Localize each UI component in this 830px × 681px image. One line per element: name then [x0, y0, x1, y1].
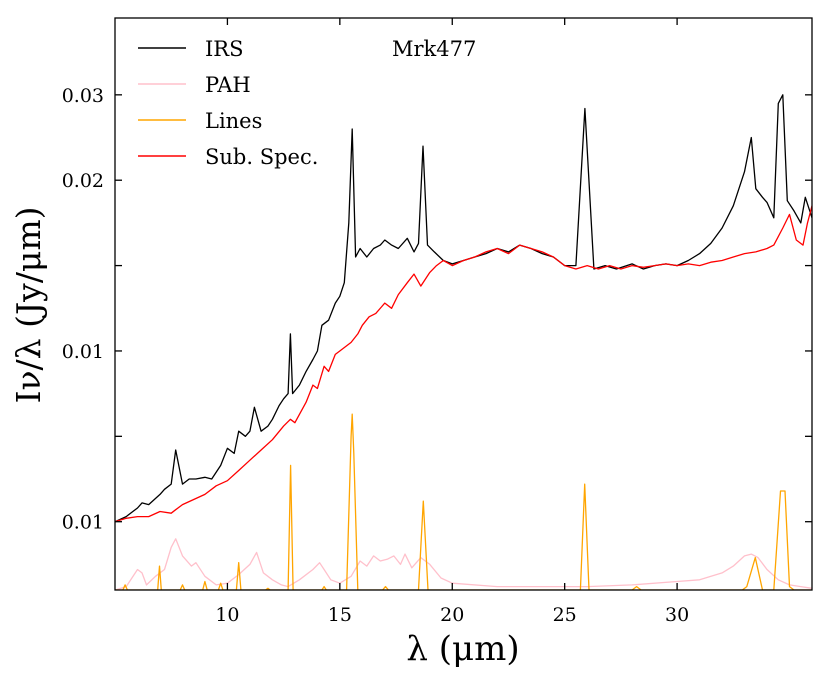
series-line-subspec [115, 205, 812, 523]
legend-label-lines: Lines [205, 109, 262, 133]
x-tick-label: 20 [440, 604, 464, 626]
legend-label-pah: PAH [205, 73, 251, 97]
plot-frame [114, 17, 813, 591]
legend-label-subspec: Sub. Spec. [205, 145, 318, 169]
legend-label-irs: IRS [205, 37, 244, 61]
annotation-label: Mrk477 [392, 37, 476, 61]
legend: IRS PAH Lines Sub. Spec. [138, 37, 318, 169]
x-tick-label: 10 [215, 604, 239, 626]
x-axis-title: λ (μm) [406, 629, 519, 669]
y-tick-label: 0.01 [62, 512, 104, 534]
series-layer [115, 94, 812, 590]
y-tick-label: 0.01 [62, 341, 104, 363]
y-tick-label: 0.02 [62, 170, 104, 192]
series-line-pah [115, 538, 812, 590]
y-axis-title: Iν/λ (Jy/μm) [9, 206, 48, 403]
x-tick-label: 25 [553, 604, 577, 626]
series-line-irs [115, 94, 812, 523]
y-tick-label: 0.03 [62, 85, 104, 107]
tick-layer: 10 15 20 25 30 0.01 0.01 0.02 0.03 [62, 18, 812, 626]
x-tick-label: 15 [328, 604, 352, 626]
x-tick-label: 30 [665, 604, 689, 626]
